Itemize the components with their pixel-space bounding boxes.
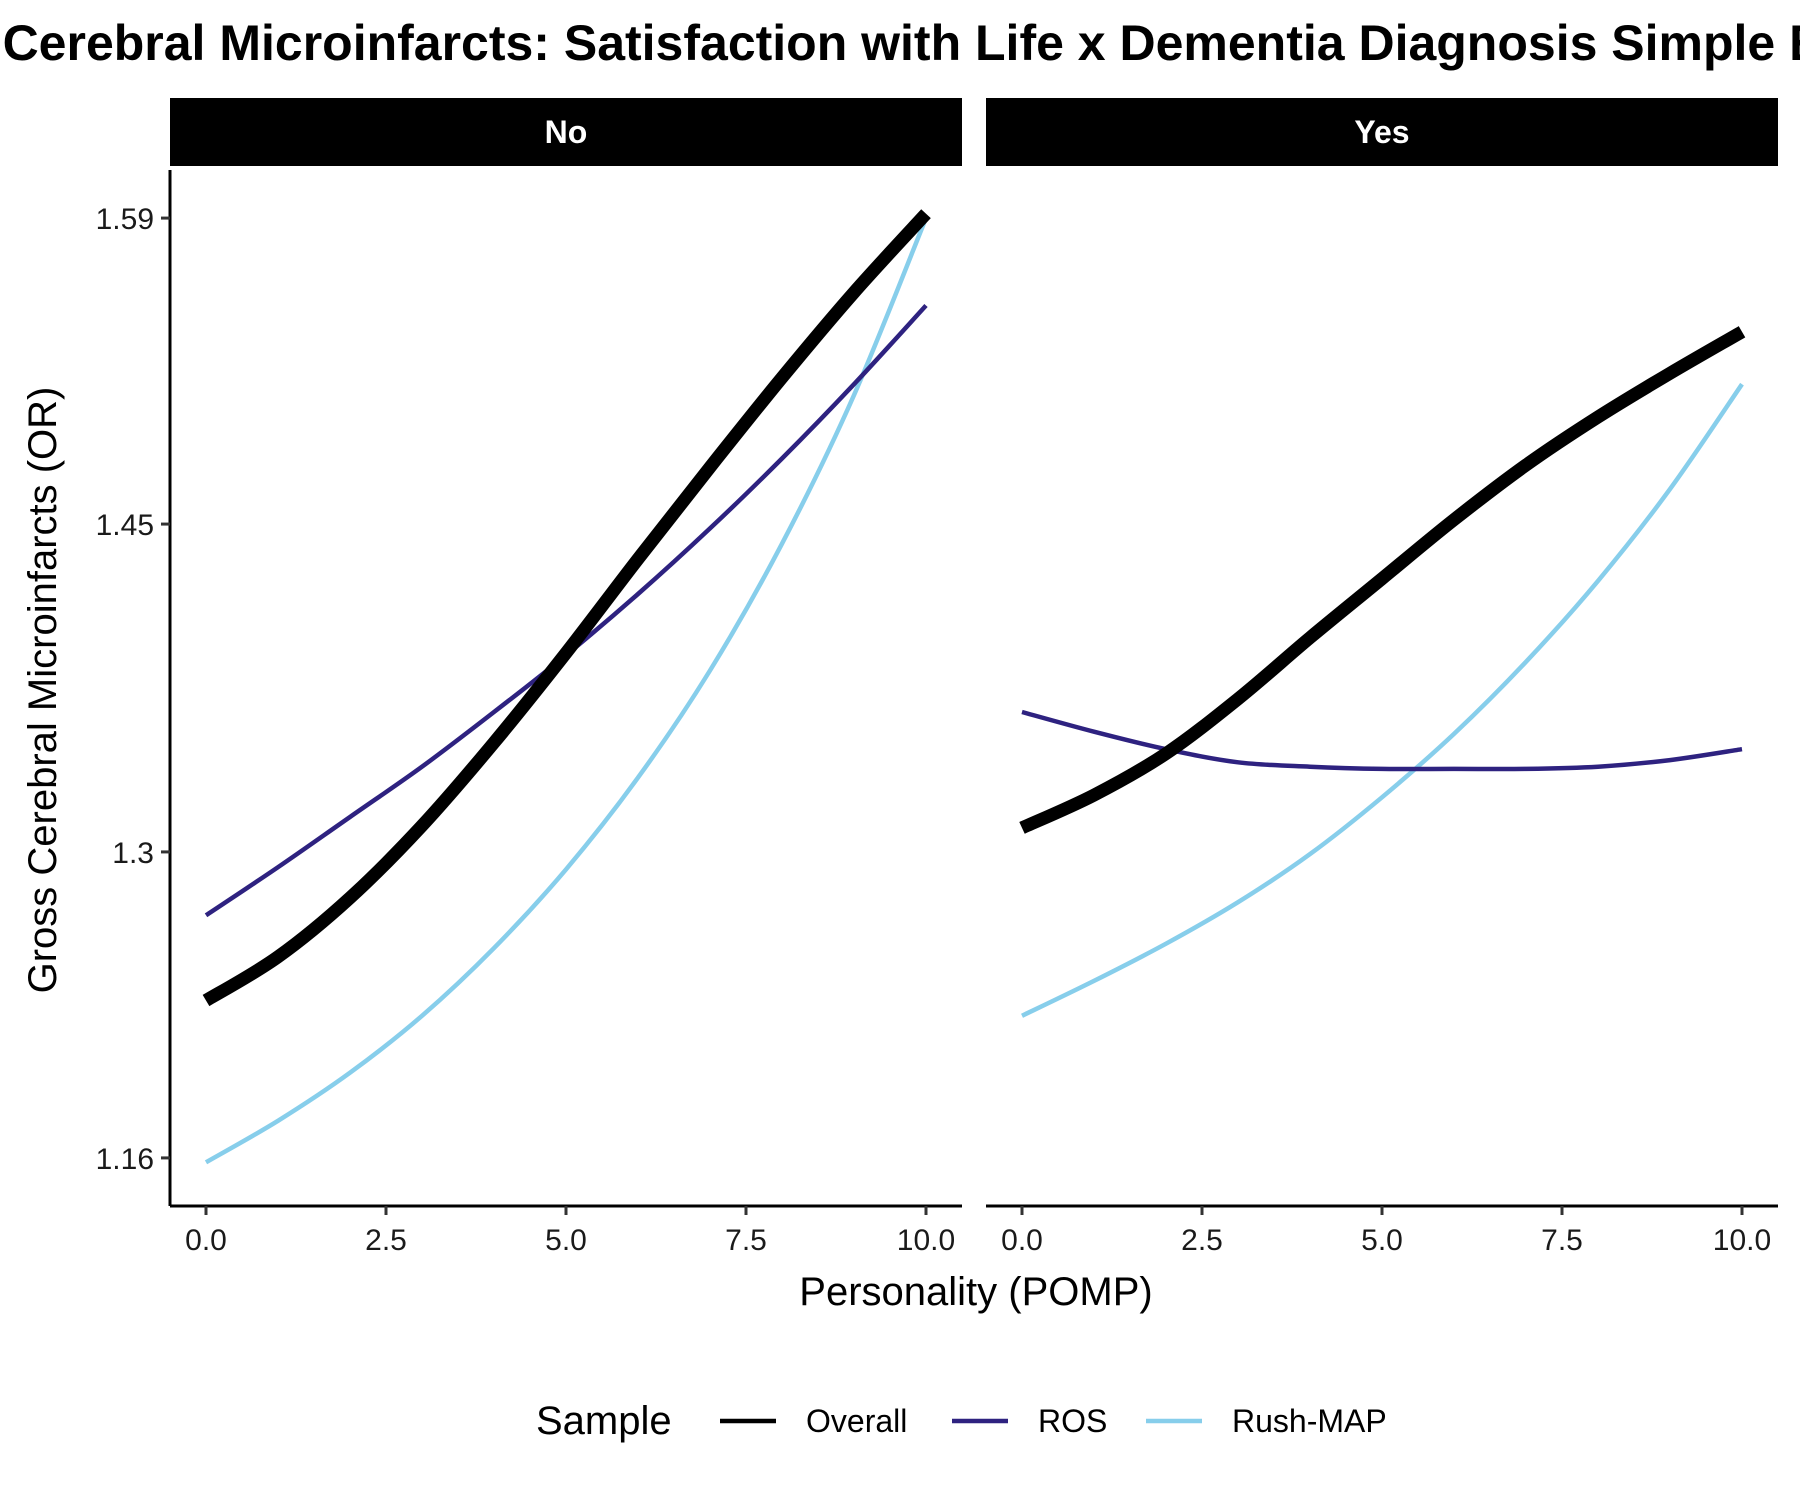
y-axis-title: Gross Cerebral Microinfarcts (OR) xyxy=(21,387,65,994)
series-line-ros xyxy=(204,303,928,918)
legend-title: Sample xyxy=(536,1399,672,1443)
x-tick-label: 5.0 xyxy=(1361,1224,1403,1257)
facet-strip-label: No xyxy=(545,114,588,150)
x-tick-label: 7.5 xyxy=(725,1224,767,1257)
facet-strip xyxy=(986,98,1778,166)
x-axis-title: Personality (POMP) xyxy=(799,1270,1152,1314)
x-tick-label: 7.5 xyxy=(1541,1224,1583,1257)
facet-strip xyxy=(170,98,962,166)
legend-entries: Overall ROS Rush-MAP xyxy=(720,1403,1387,1439)
legend-entry-ros: ROS xyxy=(952,1403,1107,1439)
series-line-rush-map xyxy=(1021,382,1744,1018)
legend-label: Overall xyxy=(806,1403,907,1439)
x-tick-label: 0.0 xyxy=(185,1224,227,1257)
x-tick-label: 0.0 xyxy=(1001,1224,1043,1257)
legend-label: ROS xyxy=(1038,1403,1107,1439)
facet-strip-label: Yes xyxy=(1354,114,1409,150)
legend-entry-rush-map: Rush-MAP xyxy=(1146,1403,1387,1439)
y-tick-label: 1.45 xyxy=(96,509,154,542)
panels-layer: No 1.16 1.3 1.45 1.59 0.0 2.5 5.0 7.5 10.0 Yes 0.0 2… xyxy=(96,98,1778,1257)
legend-label: Rush-MAP xyxy=(1232,1403,1387,1439)
series-line-ros xyxy=(1021,709,1743,772)
series-line-overall xyxy=(1019,326,1746,834)
y-tick-label: 1.59 xyxy=(96,203,154,236)
x-tick-label: 2.5 xyxy=(1181,1224,1223,1257)
series-line-rush-map xyxy=(204,217,929,1165)
series-line-overall xyxy=(202,209,931,1007)
y-tick-label: 1.3 xyxy=(112,837,154,870)
chart-title: Gross Cerebral Microinfarcts: Satisfacti… xyxy=(0,15,1800,71)
y-tick-label: 1.16 xyxy=(96,1143,154,1176)
x-tick-label: 2.5 xyxy=(365,1224,407,1257)
facet-panel-yes: Yes 0.0 2.5 5.0 7.5 10.0 xyxy=(986,98,1778,1257)
facet-panel-no: No 1.16 1.3 1.45 1.59 0.0 2.5 5.0 7.5 10.0 xyxy=(96,98,962,1257)
legend-entry-overall: Overall xyxy=(720,1403,907,1439)
x-tick-label: 5.0 xyxy=(545,1224,587,1257)
x-tick-label: 10.0 xyxy=(897,1224,955,1257)
x-tick-label: 10.0 xyxy=(1713,1224,1771,1257)
legend: Sample Overall ROS Rush-MAP xyxy=(536,1399,1387,1443)
